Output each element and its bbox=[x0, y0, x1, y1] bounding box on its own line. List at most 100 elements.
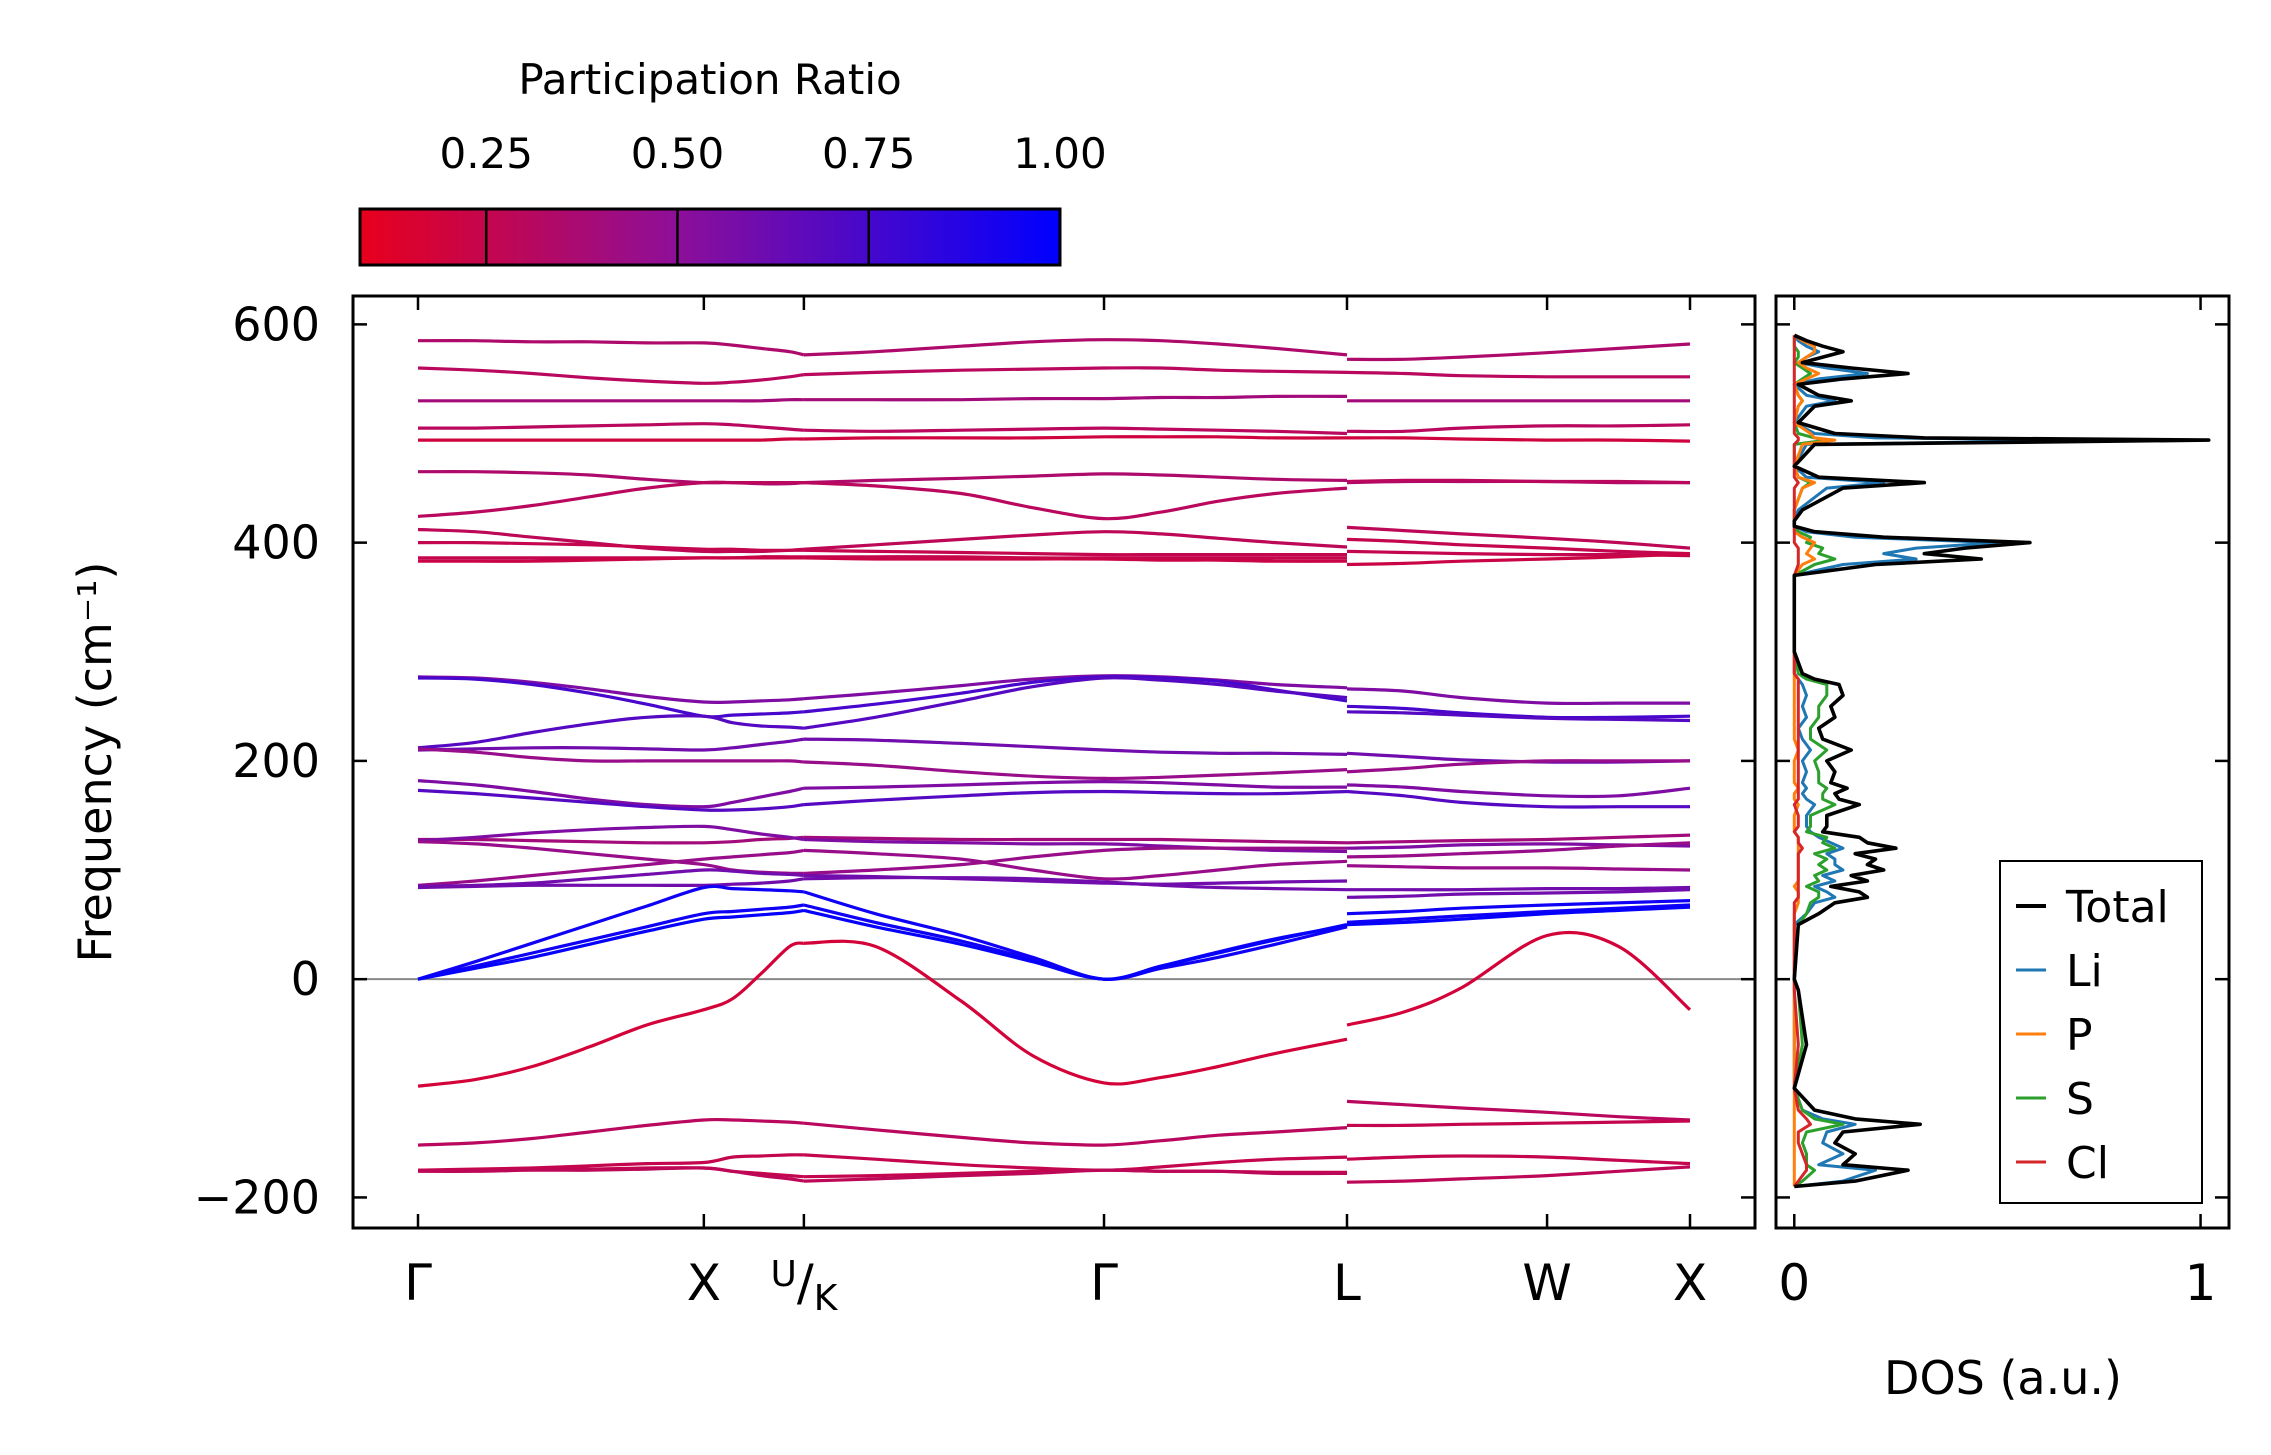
band-curve bbox=[417, 747, 805, 764]
band-curve bbox=[1346, 888, 1691, 899]
band-curve bbox=[1346, 537, 1691, 556]
band-curve bbox=[803, 338, 1348, 357]
band-curve bbox=[803, 1168, 1348, 1183]
band-curve bbox=[417, 884, 805, 981]
band-curve bbox=[803, 890, 1348, 981]
band-curve bbox=[803, 435, 1348, 441]
band-curve bbox=[417, 676, 805, 719]
band-curve bbox=[1346, 436, 1691, 443]
band-curve bbox=[417, 339, 805, 357]
dos-curves bbox=[1792, 333, 2211, 1189]
band-curve bbox=[803, 1153, 1348, 1172]
band-y-ticks: 600 400 200 0 −200 bbox=[194, 297, 1755, 1224]
band-curve bbox=[803, 737, 1348, 756]
band-curve bbox=[417, 556, 804, 563]
band-curve bbox=[1346, 789, 1690, 809]
band-curve bbox=[1346, 1165, 1691, 1184]
band-curve bbox=[418, 437, 804, 442]
y-axis-label-text: Frequency (cm⁻¹) bbox=[68, 562, 122, 963]
band-curve bbox=[417, 480, 804, 518]
legend-label-s: S bbox=[2066, 1074, 2094, 1125]
k-point-label: X bbox=[1673, 1254, 1707, 1312]
dos-x-tick-label: 0 bbox=[1778, 1254, 1810, 1312]
band-curve bbox=[1346, 783, 1691, 799]
dos-legend: Total Li PS Cl bbox=[1999, 860, 2203, 1204]
band-curve bbox=[1346, 1154, 1691, 1166]
band-curve bbox=[1346, 525, 1691, 550]
band-curve bbox=[417, 877, 805, 890]
y-tick-label: 200 bbox=[232, 734, 320, 788]
y-tick-label: −200 bbox=[194, 1170, 320, 1224]
band-x-ticks: Γ X U/K Γ L W X bbox=[404, 296, 1707, 1319]
y-tick-label: 400 bbox=[232, 516, 320, 570]
band-curve bbox=[803, 939, 1348, 1086]
y-tick-label: 0 bbox=[291, 952, 320, 1006]
band-curve bbox=[803, 426, 1348, 436]
band-curve bbox=[1346, 423, 1691, 434]
band-curve bbox=[418, 398, 804, 403]
band-curve bbox=[803, 472, 1348, 485]
y-tick-label: 600 bbox=[232, 297, 320, 351]
k-point-label: W bbox=[1522, 1254, 1571, 1312]
band-curve bbox=[417, 848, 805, 887]
colorbar-tick-label: 0.50 bbox=[631, 129, 725, 178]
band-curve bbox=[803, 481, 1348, 521]
dos-x-tick-label: 1 bbox=[2185, 1254, 2217, 1312]
band-curve bbox=[803, 1121, 1348, 1147]
band-curve bbox=[1346, 710, 1691, 723]
band-curve bbox=[803, 676, 1348, 730]
colorbar-ticks: 0.25 0.50 0.75 1.00 bbox=[439, 129, 1107, 265]
dos-curve-cl bbox=[1792, 335, 1812, 1188]
band-curve bbox=[417, 788, 805, 812]
y-axis-label: Frequency (cm⁻¹) bbox=[68, 562, 122, 963]
band-curve bbox=[417, 903, 805, 981]
band-curve bbox=[417, 941, 805, 1088]
band-curve bbox=[1346, 1119, 1691, 1128]
k-point-label: X bbox=[687, 1254, 721, 1312]
band-curve bbox=[417, 366, 805, 385]
band-curve bbox=[1346, 549, 1691, 558]
band-curve bbox=[803, 908, 1348, 981]
band-curve bbox=[803, 530, 1348, 551]
band-curve bbox=[803, 789, 1348, 807]
band-curve bbox=[803, 760, 1348, 781]
band-structure-panel: 600 400 200 0 −200 Γ X U/K Γ L W X Frequency (cm⁻¹… bbox=[68, 294, 1757, 1319]
band-curve bbox=[803, 875, 1348, 892]
dos-x-axis-label: DOS (a.u.) bbox=[1884, 1351, 2122, 1405]
colorbar-tick-label: 1.00 bbox=[1013, 129, 1107, 178]
band-curve bbox=[1346, 370, 1690, 379]
legend-label-total: Total bbox=[2065, 882, 2169, 933]
band-curve bbox=[1346, 552, 1691, 567]
band-curve bbox=[417, 824, 805, 843]
k-point-label: L bbox=[1333, 1254, 1361, 1312]
colorbar-title: Participation Ratio bbox=[518, 55, 901, 104]
band-curve bbox=[803, 556, 1348, 563]
band-curve bbox=[1346, 833, 1691, 845]
colorbar: Participation Ratio 0.25 0.50 0.75 1.00 bbox=[358, 55, 1107, 267]
colorbar-tick-label: 0.25 bbox=[439, 129, 533, 178]
band-curve bbox=[803, 835, 1348, 845]
band-curve bbox=[803, 837, 1348, 854]
legend-label-cl: Cl bbox=[2066, 1138, 2109, 1189]
band-curve bbox=[1346, 899, 1691, 916]
colorbar-gradient bbox=[358, 207, 1062, 267]
band-curve bbox=[1346, 1099, 1691, 1122]
band-curve bbox=[803, 848, 1348, 881]
band-curve bbox=[1346, 342, 1691, 362]
band-curve bbox=[1346, 864, 1691, 872]
band-curve bbox=[1346, 905, 1691, 927]
band-curve bbox=[1346, 687, 1690, 706]
band-curve bbox=[1346, 759, 1690, 774]
band-curve bbox=[417, 835, 805, 845]
band-curve bbox=[417, 1117, 805, 1147]
legend-label-p: P bbox=[2066, 1010, 2093, 1061]
band-curve bbox=[1346, 903, 1691, 924]
band-curve bbox=[803, 846, 1347, 875]
band-curve bbox=[417, 779, 805, 809]
band-curve bbox=[1346, 478, 1691, 485]
band-curve bbox=[1346, 930, 1692, 1027]
k-point-label: Γ bbox=[404, 1254, 432, 1312]
